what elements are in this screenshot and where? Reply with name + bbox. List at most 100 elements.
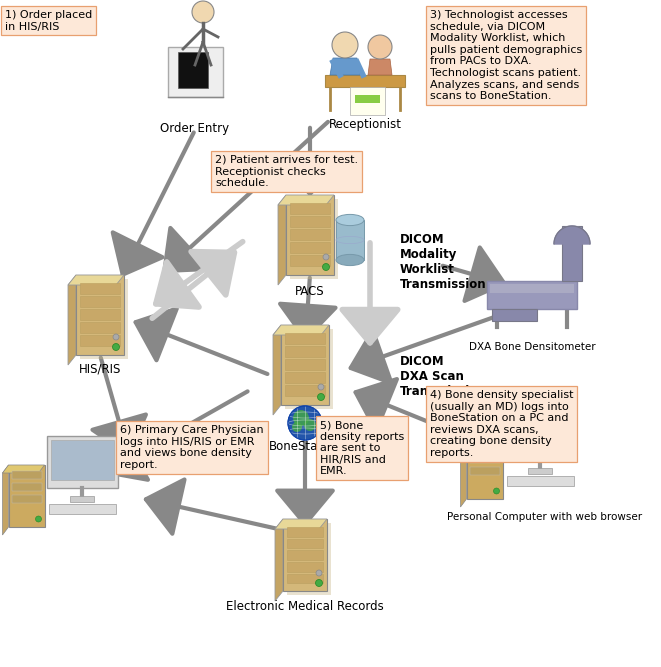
Circle shape: [36, 516, 42, 522]
FancyBboxPatch shape: [506, 476, 574, 486]
Circle shape: [113, 334, 119, 340]
Polygon shape: [330, 58, 360, 75]
Circle shape: [368, 35, 392, 59]
FancyBboxPatch shape: [11, 483, 42, 491]
FancyBboxPatch shape: [325, 75, 405, 87]
FancyBboxPatch shape: [287, 523, 331, 595]
Text: 5) Bone
density reports
are sent to
HIR/RIS and
EMR.: 5) Bone density reports are sent to HIR/…: [320, 420, 405, 476]
FancyBboxPatch shape: [290, 199, 338, 279]
Circle shape: [288, 406, 322, 440]
Polygon shape: [278, 195, 286, 285]
FancyBboxPatch shape: [285, 360, 325, 370]
FancyBboxPatch shape: [285, 372, 325, 384]
Circle shape: [293, 410, 309, 426]
FancyBboxPatch shape: [469, 467, 500, 475]
Polygon shape: [273, 325, 329, 335]
Text: Receptionist: Receptionist: [329, 118, 401, 131]
FancyBboxPatch shape: [469, 443, 500, 451]
Text: PACS: PACS: [295, 285, 325, 298]
FancyBboxPatch shape: [285, 329, 333, 409]
Text: 3) Technologist accesses
schedule, via DICOM
Modality Worklist, which
pulls pati: 3) Technologist accesses schedule, via D…: [430, 10, 582, 101]
FancyBboxPatch shape: [285, 333, 325, 344]
FancyBboxPatch shape: [528, 468, 552, 474]
Polygon shape: [68, 275, 76, 365]
FancyBboxPatch shape: [80, 336, 120, 346]
FancyBboxPatch shape: [283, 519, 327, 591]
FancyBboxPatch shape: [11, 471, 42, 479]
Text: 1) Order placed
in HIS/RIS: 1) Order placed in HIS/RIS: [5, 10, 93, 31]
FancyBboxPatch shape: [48, 504, 116, 514]
FancyBboxPatch shape: [290, 255, 330, 266]
Ellipse shape: [336, 214, 364, 225]
FancyBboxPatch shape: [287, 527, 323, 537]
FancyBboxPatch shape: [467, 437, 502, 499]
Circle shape: [323, 263, 329, 271]
Circle shape: [323, 254, 329, 260]
Text: 6) Primary Care Physician
logs into HIS/RIS or EMR
and views bone density
report: 6) Primary Care Physician logs into HIS/…: [120, 425, 264, 470]
Text: BoneStation: BoneStation: [269, 440, 341, 453]
Polygon shape: [273, 325, 281, 415]
Polygon shape: [368, 59, 392, 75]
FancyBboxPatch shape: [492, 309, 537, 321]
FancyBboxPatch shape: [290, 242, 330, 253]
FancyBboxPatch shape: [50, 440, 114, 480]
FancyBboxPatch shape: [46, 436, 118, 488]
FancyBboxPatch shape: [290, 203, 330, 214]
Circle shape: [318, 384, 324, 390]
FancyBboxPatch shape: [80, 279, 128, 359]
Circle shape: [292, 422, 302, 432]
FancyBboxPatch shape: [80, 309, 120, 320]
FancyBboxPatch shape: [336, 220, 364, 260]
FancyBboxPatch shape: [287, 550, 323, 560]
Polygon shape: [275, 519, 283, 601]
FancyBboxPatch shape: [285, 346, 325, 357]
Text: 2) Patient arrives for test.
Receptionist checks
schedule.: 2) Patient arrives for test. Receptionis…: [215, 155, 358, 188]
FancyBboxPatch shape: [287, 574, 323, 584]
Polygon shape: [68, 275, 124, 285]
FancyBboxPatch shape: [355, 95, 380, 103]
FancyBboxPatch shape: [508, 412, 572, 452]
Circle shape: [494, 488, 500, 494]
FancyBboxPatch shape: [167, 47, 223, 97]
FancyBboxPatch shape: [281, 325, 329, 405]
FancyBboxPatch shape: [290, 216, 330, 227]
FancyBboxPatch shape: [469, 455, 500, 463]
FancyBboxPatch shape: [490, 284, 574, 293]
Ellipse shape: [336, 254, 364, 265]
FancyBboxPatch shape: [562, 226, 582, 281]
FancyBboxPatch shape: [350, 87, 385, 115]
Polygon shape: [461, 437, 502, 445]
FancyBboxPatch shape: [286, 195, 334, 275]
Text: HIS/RIS: HIS/RIS: [79, 363, 121, 376]
Polygon shape: [275, 519, 327, 529]
FancyBboxPatch shape: [504, 408, 576, 460]
Polygon shape: [278, 195, 334, 205]
FancyBboxPatch shape: [80, 322, 120, 334]
FancyBboxPatch shape: [287, 539, 323, 548]
FancyBboxPatch shape: [70, 496, 94, 502]
Text: DICOM
Modality
Worklist
Transmission: DICOM Modality Worklist Transmission: [400, 233, 486, 291]
FancyBboxPatch shape: [285, 386, 325, 396]
Polygon shape: [461, 437, 467, 507]
Text: Personal Computer with web browser: Personal Computer with web browser: [447, 512, 642, 522]
FancyBboxPatch shape: [76, 275, 124, 355]
Polygon shape: [554, 226, 590, 244]
Circle shape: [332, 32, 358, 58]
FancyBboxPatch shape: [80, 296, 120, 307]
FancyBboxPatch shape: [487, 281, 577, 309]
FancyBboxPatch shape: [80, 283, 120, 294]
Polygon shape: [3, 465, 44, 473]
Polygon shape: [3, 465, 9, 535]
FancyBboxPatch shape: [178, 52, 208, 88]
Circle shape: [112, 344, 120, 350]
Circle shape: [316, 570, 322, 576]
Circle shape: [192, 1, 214, 23]
Circle shape: [317, 394, 325, 400]
FancyBboxPatch shape: [11, 495, 42, 503]
FancyBboxPatch shape: [287, 562, 323, 572]
Text: Order Entry: Order Entry: [161, 122, 229, 135]
Text: Electronic Medical Records: Electronic Medical Records: [226, 600, 384, 613]
Text: 4) Bone density specialist
(usually an MD) logs into
BoneStation on a PC and
rev: 4) Bone density specialist (usually an M…: [430, 390, 574, 458]
Text: DXA Bone Densitometer: DXA Bone Densitometer: [469, 342, 596, 352]
Text: DICOM
DXA Scan
Transmission: DICOM DXA Scan Transmission: [400, 355, 486, 398]
